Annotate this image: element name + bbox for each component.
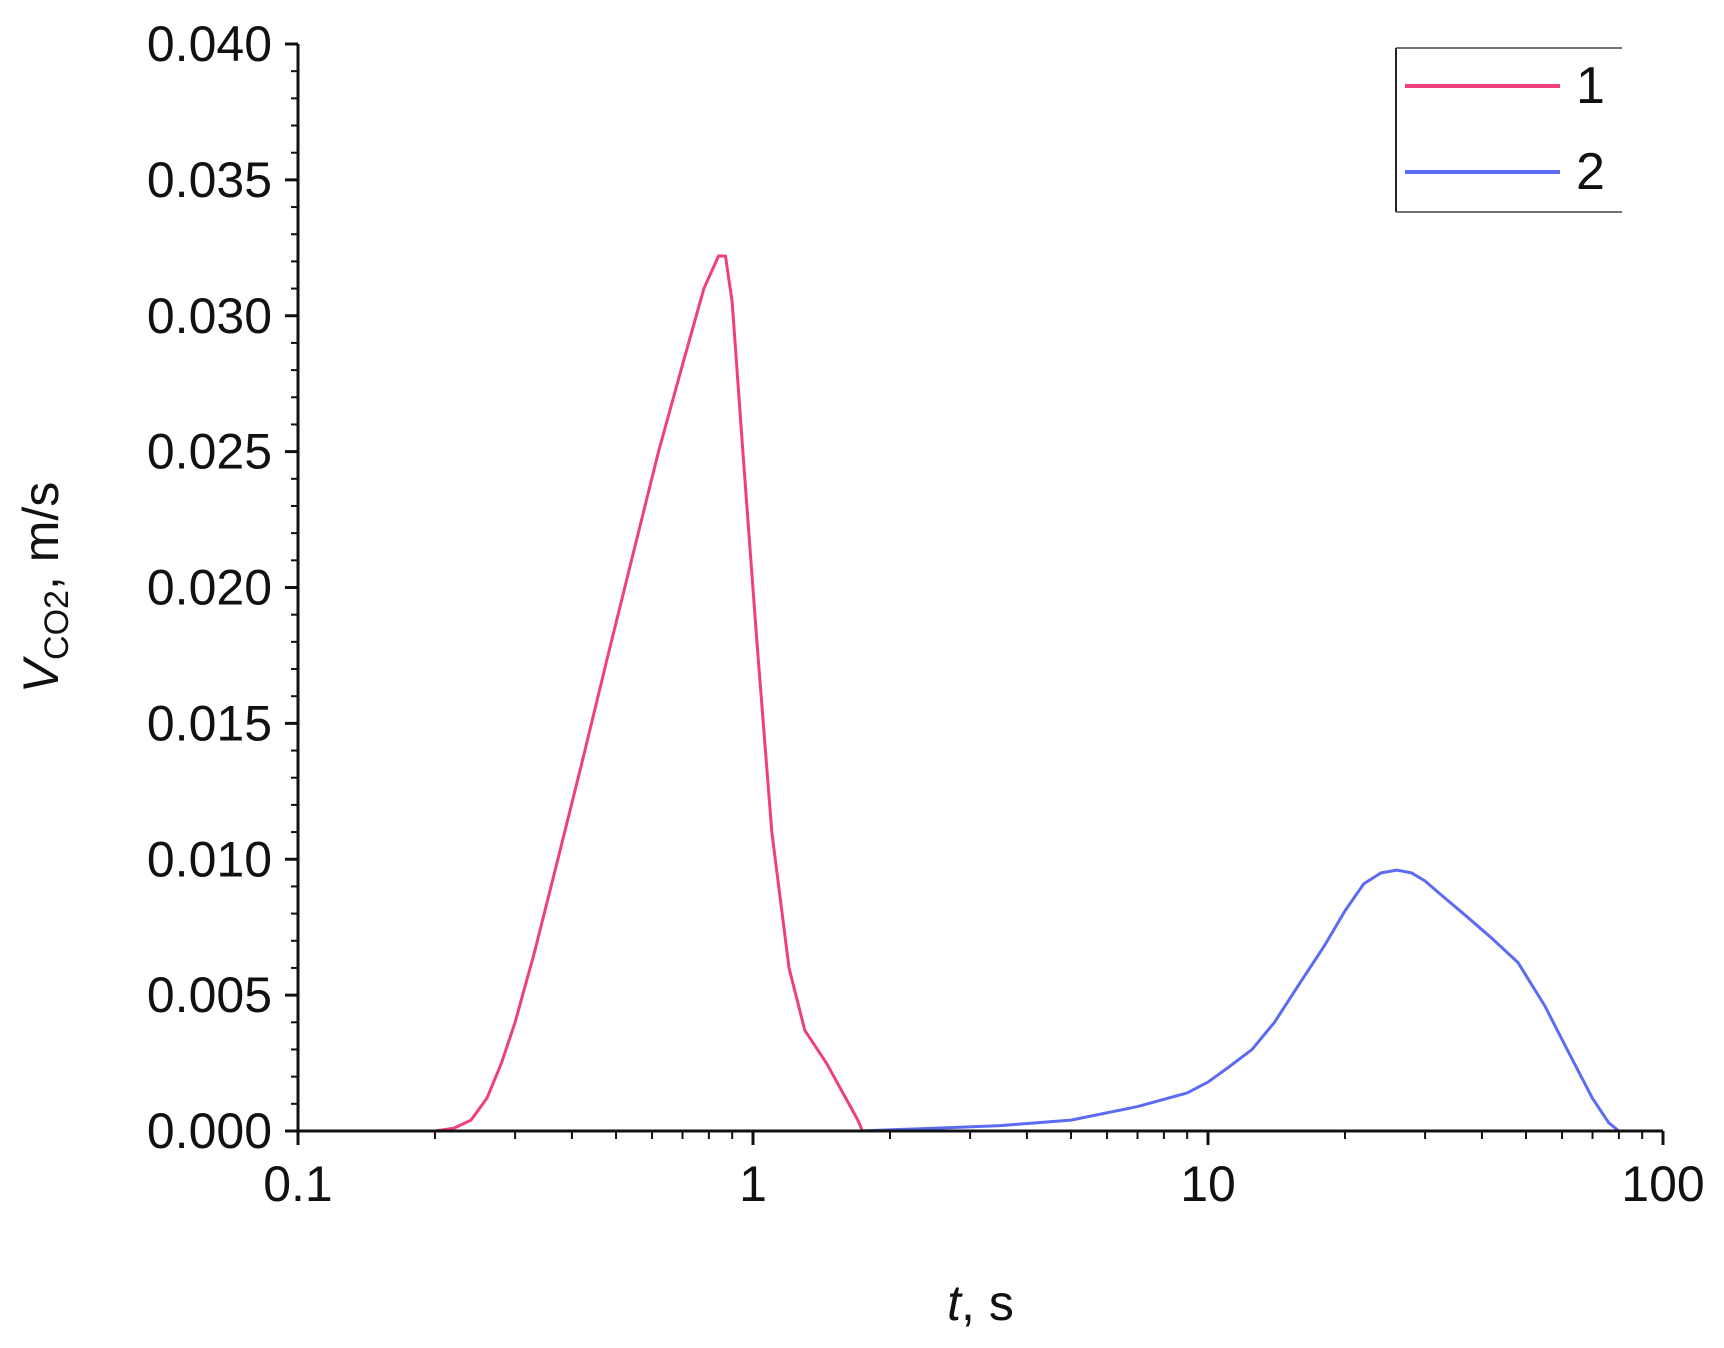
y-tick-label: 0.040	[147, 16, 272, 72]
x-axis-title-unit: , s	[961, 1275, 1014, 1331]
y-axis-title-unit: , m/s	[13, 482, 69, 590]
legend-label-1: 1	[1576, 57, 1605, 115]
y-tick-label: 0.025	[147, 424, 272, 480]
legend: 12	[1395, 47, 1622, 213]
y-axis-title-subscript: CO2	[38, 590, 76, 660]
y-tick-label: 0.035	[147, 152, 272, 208]
x-tick-label: 10	[1180, 1156, 1236, 1212]
series-line-2	[856, 868, 1621, 1133]
x-axis-title: t, s	[947, 1275, 1014, 1331]
y-tick-label: 0.030	[147, 288, 272, 344]
y-tick-label: 0.020	[147, 560, 272, 616]
series-line-1	[296, 254, 864, 1133]
axes-layer: 0.000 0.005 0.010 0.015 0.020 0.025 0.030 0.035…	[147, 16, 1705, 1212]
legend-label-2: 2	[1576, 143, 1605, 201]
y-tick-label: 0.015	[147, 695, 272, 751]
y-tick-label: 0.005	[147, 967, 272, 1023]
y-tick-label: 0.010	[147, 831, 272, 887]
x-tick-label: 100	[1621, 1156, 1704, 1212]
series-layer	[296, 254, 1621, 1133]
y-axis-title: VCO2, m/s	[13, 482, 76, 694]
y-tick-label: 0.000	[147, 1103, 272, 1159]
x-tick-label: 0.1	[263, 1156, 333, 1212]
y-axis-title-variable: V	[13, 655, 69, 693]
x-tick-label: 1	[739, 1156, 767, 1212]
x-axis-title-variable: t	[947, 1275, 963, 1331]
